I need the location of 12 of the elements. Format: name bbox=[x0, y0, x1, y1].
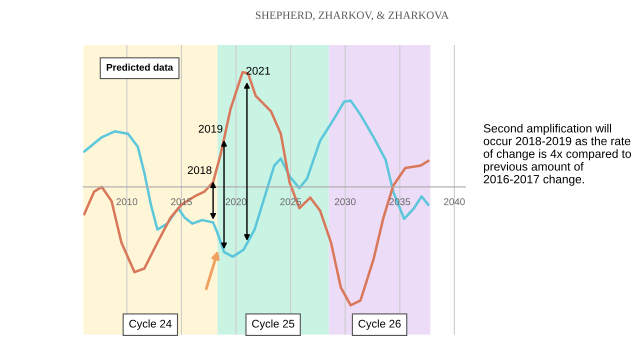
band-label: Cycle 25 bbox=[252, 319, 294, 330]
chart-title: SHEPHERD, ZHARKOV, & ZHARKOVA bbox=[256, 11, 449, 21]
band-label: Cycle 24 bbox=[129, 319, 172, 330]
band-label: Cycle 26 bbox=[358, 319, 401, 330]
x-tick-label: 2030 bbox=[334, 198, 356, 206]
annotation: 2019 bbox=[198, 124, 222, 133]
annotation: 2021 bbox=[246, 66, 270, 75]
annotation: 2018 bbox=[188, 166, 212, 174]
text: Second amplification will occur 2018-2019 as the rate of change is 4x compared to previous amount of 2016-2017 change. bbox=[484, 124, 632, 186]
x-tick-label: 2040 bbox=[444, 198, 465, 206]
text: Predicted data bbox=[106, 64, 174, 71]
x-tick-label: 2010 bbox=[116, 198, 138, 206]
